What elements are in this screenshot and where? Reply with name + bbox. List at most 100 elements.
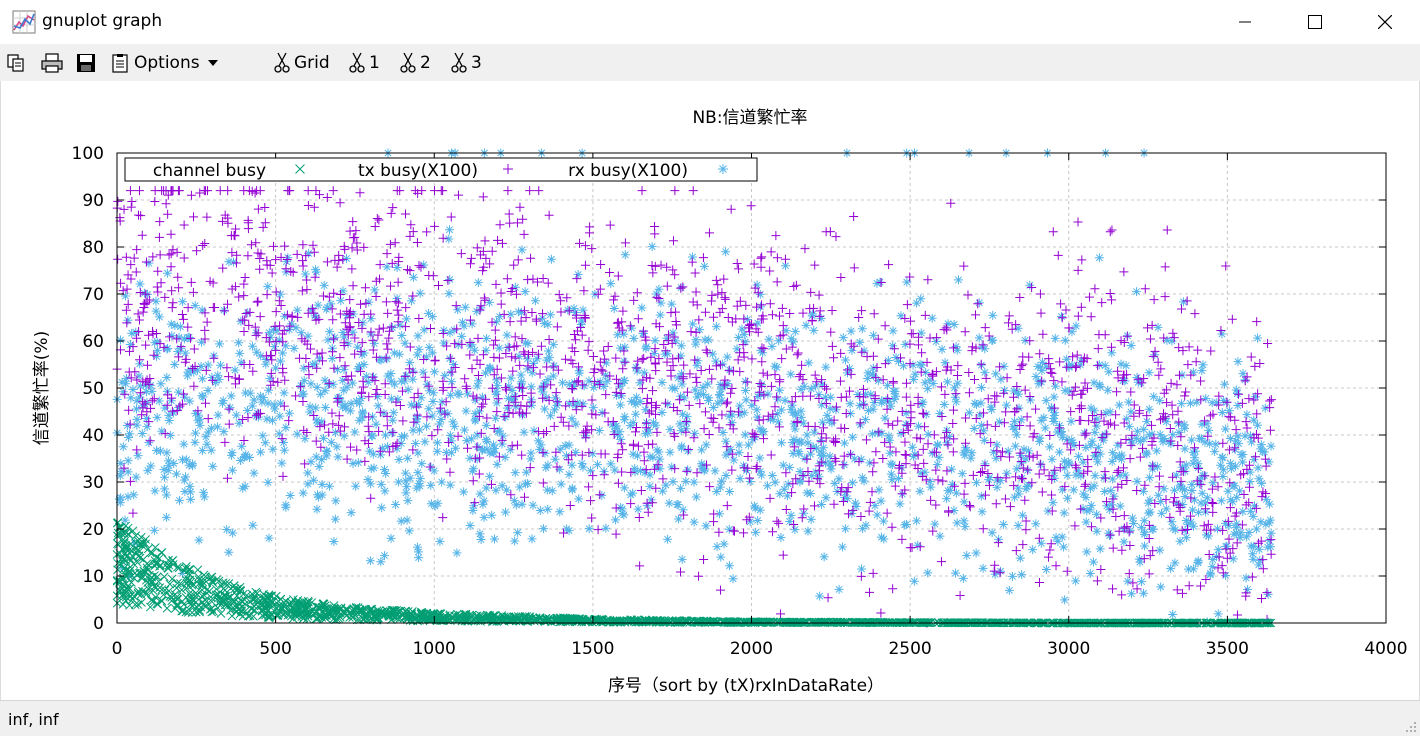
rx-busy-point xyxy=(1218,471,1228,481)
rx-busy-point xyxy=(479,496,489,506)
tx-busy-point xyxy=(335,426,345,436)
rx-busy-point xyxy=(667,462,677,472)
rx-busy-point xyxy=(129,490,139,500)
tx-busy-point xyxy=(359,242,369,252)
rx-busy-point xyxy=(1254,544,1264,554)
tx-busy-point xyxy=(878,375,888,385)
tx-busy-point xyxy=(791,474,801,484)
tx-busy-point xyxy=(637,186,647,196)
rx-busy-point xyxy=(711,356,721,366)
tx-busy-point xyxy=(733,407,743,417)
tx-busy-point xyxy=(384,333,394,343)
rx-busy-point xyxy=(397,432,407,442)
tx-busy-point xyxy=(650,344,660,354)
rx-busy-point xyxy=(725,486,735,496)
channel-busy-point xyxy=(170,590,180,599)
rx-busy-point xyxy=(1131,433,1141,443)
rx-busy-point xyxy=(366,479,376,489)
rx-busy-point xyxy=(676,341,686,351)
plot-2-toggle-button[interactable]: 2 xyxy=(400,50,431,76)
tx-busy-point xyxy=(141,257,151,267)
rx-busy-point xyxy=(1031,371,1041,381)
rx-busy-point xyxy=(125,429,135,439)
rx-busy-point xyxy=(383,442,393,452)
tx-busy-point xyxy=(371,292,381,302)
rx-busy-point xyxy=(857,564,867,574)
rx-busy-point xyxy=(1153,462,1163,472)
plot-3-toggle-button[interactable]: 3 xyxy=(451,50,482,76)
rx-busy-point xyxy=(1171,470,1181,480)
tx-busy-point xyxy=(1091,447,1101,457)
tx-busy-point xyxy=(1144,520,1154,530)
tx-busy-point xyxy=(198,241,208,251)
tx-busy-point xyxy=(525,463,535,473)
close-button[interactable] xyxy=(1350,0,1420,44)
rx-busy-point xyxy=(376,479,386,489)
tx-busy-point xyxy=(916,367,926,377)
rx-busy-point xyxy=(157,426,167,436)
tx-busy-point xyxy=(766,381,776,391)
rx-busy-point xyxy=(542,355,552,365)
minimize-button[interactable] xyxy=(1210,0,1280,44)
rx-busy-point xyxy=(236,357,246,367)
plot-1-toggle-button[interactable]: 1 xyxy=(349,50,380,76)
tx-busy-point xyxy=(913,399,923,409)
rx-busy-point xyxy=(724,411,734,421)
tx-busy-point xyxy=(328,347,338,357)
rx-busy-point xyxy=(401,370,411,380)
maximize-button[interactable] xyxy=(1280,0,1350,44)
rx-busy-point xyxy=(173,347,183,357)
rx-busy-point xyxy=(1074,451,1084,461)
tx-busy-point xyxy=(501,348,511,358)
channel-busy-point xyxy=(868,617,878,627)
rx-busy-point xyxy=(1178,297,1188,307)
rx-busy-point xyxy=(296,328,306,338)
grid-toggle-button[interactable]: Grid xyxy=(274,50,330,76)
rx-busy-point xyxy=(649,348,659,358)
plot-canvas[interactable]: 0 10 20 30 40 50 60 70 80 90 100 0 500 1000 1500 2000 25… xyxy=(0,81,1420,700)
rx-busy-point xyxy=(320,375,330,385)
rx-busy-point xyxy=(1086,440,1096,450)
tx-busy-point xyxy=(1251,452,1261,462)
tx-busy-point xyxy=(587,425,597,435)
tx-busy-point xyxy=(1025,391,1035,401)
rx-busy-point xyxy=(537,313,547,323)
rx-busy-point xyxy=(1140,541,1150,551)
rx-busy-point xyxy=(1018,510,1028,520)
tx-busy-point xyxy=(193,406,203,416)
options-menu-button[interactable]: Options xyxy=(110,50,220,76)
channel-busy-point xyxy=(332,614,342,624)
rx-busy-point xyxy=(767,341,777,351)
tx-busy-point xyxy=(789,442,799,452)
print-button[interactable] xyxy=(40,50,64,76)
tx-busy-point xyxy=(255,312,265,322)
tx-busy-point xyxy=(347,264,357,274)
tx-busy-point xyxy=(251,410,261,420)
tx-busy-point xyxy=(815,311,825,321)
rx-busy-point xyxy=(429,367,439,377)
copy-button[interactable] xyxy=(6,50,26,76)
rx-busy-point xyxy=(1090,427,1100,437)
tx-busy-point xyxy=(794,372,804,382)
rx-busy-point xyxy=(312,504,322,514)
save-button[interactable] xyxy=(76,50,96,76)
tx-busy-point xyxy=(1176,432,1186,442)
tx-busy-point xyxy=(405,342,415,352)
rx-busy-point xyxy=(1033,361,1043,371)
rx-busy-point xyxy=(619,356,629,366)
tx-busy-point xyxy=(309,411,319,421)
tx-busy-point xyxy=(128,508,138,518)
rx-busy-point xyxy=(150,338,160,348)
rx-busy-point xyxy=(163,465,173,475)
rx-busy-point xyxy=(224,257,234,267)
tx-busy-point xyxy=(765,299,775,309)
rx-busy-point xyxy=(406,400,416,410)
rx-busy-point xyxy=(821,493,831,503)
tx-busy-point xyxy=(919,409,929,419)
tx-busy-point xyxy=(1100,467,1110,477)
tx-busy-point xyxy=(829,353,839,363)
tx-busy-point xyxy=(339,341,349,351)
rx-busy-point xyxy=(767,470,777,480)
rx-busy-point xyxy=(234,418,244,428)
rx-busy-point xyxy=(1067,327,1077,337)
